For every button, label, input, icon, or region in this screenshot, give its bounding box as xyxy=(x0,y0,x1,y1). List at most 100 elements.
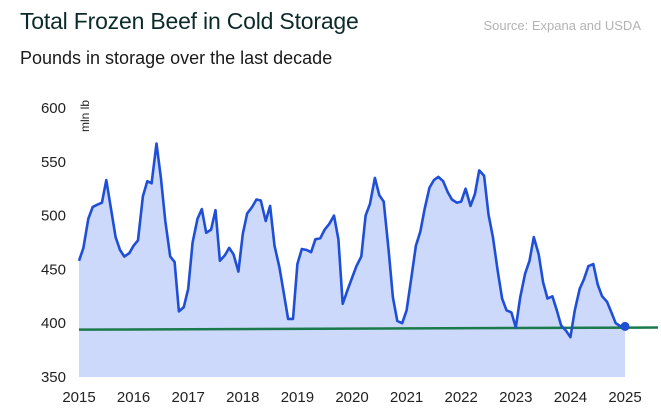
x-tick-label: 2020 xyxy=(335,389,368,406)
data-point xyxy=(451,198,453,200)
data-point xyxy=(146,180,148,182)
data-point xyxy=(191,241,193,243)
x-tick-label: 2025 xyxy=(608,389,641,406)
reference-line xyxy=(78,326,659,331)
data-point xyxy=(528,260,530,262)
data-point xyxy=(255,198,257,200)
x-tick-label: 2024 xyxy=(554,389,587,406)
data-point xyxy=(319,237,321,239)
data-point xyxy=(155,142,157,144)
data-point xyxy=(123,255,125,257)
data-point xyxy=(415,245,417,247)
data-point xyxy=(615,322,617,324)
data-point xyxy=(369,203,371,205)
data-point xyxy=(396,320,398,322)
data-point xyxy=(442,180,444,182)
data-point xyxy=(278,266,280,268)
data-point xyxy=(560,324,562,326)
data-point xyxy=(346,289,348,291)
data-point xyxy=(87,218,89,220)
data-point xyxy=(214,209,216,211)
data-point xyxy=(164,220,166,222)
data-point xyxy=(410,279,412,281)
data-point xyxy=(228,247,230,249)
data-point xyxy=(478,169,480,171)
data-point xyxy=(219,260,221,262)
y-axis-unit-label: mln lb xyxy=(78,100,92,132)
data-point xyxy=(160,177,162,179)
x-tick-label: 2017 xyxy=(172,389,205,406)
data-point xyxy=(351,277,353,279)
data-point xyxy=(510,311,512,313)
data-point xyxy=(342,303,344,305)
data-point xyxy=(610,311,612,313)
x-tick-label: 2022 xyxy=(445,389,478,406)
data-point xyxy=(497,270,499,272)
data-point xyxy=(337,238,339,240)
data-point xyxy=(201,208,203,210)
data-point xyxy=(205,232,207,234)
data-point xyxy=(251,206,253,208)
data-point xyxy=(178,310,180,312)
data-point xyxy=(583,278,585,280)
data-point xyxy=(546,297,548,299)
data-point xyxy=(574,309,576,311)
data-point xyxy=(378,194,380,196)
data-point xyxy=(423,208,425,210)
data-point xyxy=(437,176,439,178)
data-point xyxy=(196,218,198,220)
data-point xyxy=(524,273,526,275)
y-tick-label: 600 xyxy=(41,100,66,117)
data-point xyxy=(310,251,312,253)
data-point xyxy=(360,255,362,257)
series-line xyxy=(77,142,625,339)
data-point xyxy=(306,249,308,251)
data-point xyxy=(597,283,599,285)
data-point xyxy=(387,249,389,251)
data-point xyxy=(556,309,558,311)
data-point xyxy=(132,245,134,247)
data-point xyxy=(333,214,335,216)
data-point xyxy=(105,179,107,181)
data-point xyxy=(606,301,608,303)
data-point xyxy=(224,254,226,256)
data-point xyxy=(324,228,326,230)
data-point xyxy=(183,306,185,308)
data-point xyxy=(601,295,603,297)
data-point xyxy=(301,248,303,250)
x-tick-label: 2018 xyxy=(226,389,259,406)
x-tick-label: 2019 xyxy=(281,389,314,406)
data-point xyxy=(142,195,144,197)
chart-title: Total Frozen Beef in Cold Storage xyxy=(20,8,359,34)
data-point xyxy=(592,263,594,265)
data-point xyxy=(551,295,553,297)
data-point xyxy=(150,182,152,184)
data-point xyxy=(110,206,112,208)
y-tick-label: 450 xyxy=(41,261,66,278)
data-point xyxy=(210,228,212,230)
data-point xyxy=(505,309,507,311)
data-point xyxy=(419,231,421,233)
data-point xyxy=(364,214,366,216)
data-point xyxy=(119,249,121,251)
data-point xyxy=(405,309,407,311)
data-point xyxy=(569,336,571,338)
data-point xyxy=(265,220,267,222)
data-point xyxy=(587,265,589,267)
data-point xyxy=(355,265,357,267)
data-point xyxy=(446,191,448,193)
data-point xyxy=(287,318,289,320)
data-point xyxy=(469,205,471,207)
data-point xyxy=(260,199,262,201)
chart-subtitle: Pounds in storage over the last decade xyxy=(20,48,333,68)
data-point xyxy=(114,236,116,238)
source-note: Source: Expana and USDA xyxy=(483,18,641,33)
data-point xyxy=(273,245,275,247)
data-point xyxy=(519,296,521,298)
data-point xyxy=(246,212,248,214)
x-tick-label: 2015 xyxy=(62,389,95,406)
x-tick-label: 2021 xyxy=(390,389,423,406)
data-point xyxy=(433,179,435,181)
data-point xyxy=(474,193,476,195)
y-tick-label: 350 xyxy=(41,369,66,386)
